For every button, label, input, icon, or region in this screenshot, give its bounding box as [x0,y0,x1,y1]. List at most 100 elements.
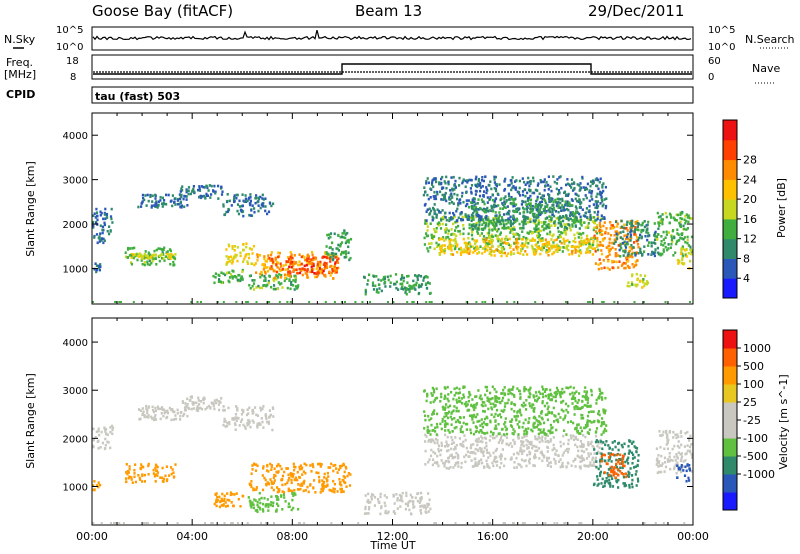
heatmap-cell [522,401,525,405]
heatmap-cell [170,408,173,412]
heatmap-cell [417,274,420,277]
heatmap-cell [522,207,525,211]
heatmap-cell [336,471,339,474]
heatmap-cell [236,406,239,410]
heatmap-cell [656,211,659,215]
heatmap-cell [631,274,634,278]
heatmap-cell [534,435,537,438]
heatmap-cell [680,237,683,240]
heatmap-cell [509,442,512,445]
heatmap-cell [565,222,569,226]
heatmap-cell [287,502,290,505]
heatmap-cell [136,254,139,258]
heatmap-cell [267,503,270,506]
heatmap-cell [289,301,292,303]
heatmap-cell [528,184,531,188]
heatmap-cell [307,490,310,494]
heatmap-cell [367,507,371,511]
heatmap-cell [597,216,600,219]
heatmap-cell [261,197,264,200]
heatmap-cell [538,203,541,206]
heatmap-cell [320,268,323,271]
heatmap-cell [367,492,370,496]
heatmap-cell [578,432,581,435]
heatmap-cell [588,251,591,254]
heatmap-cell [579,407,582,411]
heatmap-cell [162,257,165,260]
heatmap-cell [330,257,333,260]
heatmap-cell [262,268,265,271]
heatmap-cell [435,230,438,233]
heatmap-cell [334,262,337,266]
heatmap-cell [181,401,185,404]
heatmap-cell [92,220,95,224]
heatmap-cell [507,217,510,220]
heatmap-cell [170,472,173,476]
heatmap-cell [324,301,327,303]
heatmap-cell [266,498,269,501]
heatmap-cell [317,269,320,273]
heatmap-cell [538,415,541,418]
heatmap-cell [109,446,112,450]
heatmap-cell [258,491,261,495]
heatmap-cell [440,441,443,445]
heatmap-cell [686,216,689,219]
heatmap-cell [517,245,520,249]
heatmap-cell [582,186,585,189]
heatmap-cell [329,265,332,268]
heatmap-cell [510,418,514,421]
heatmap-cell [444,396,447,399]
heatmap-cell [656,238,659,241]
heatmap-cell [504,206,507,209]
heatmap-cell [485,441,488,445]
heatmap-cell [679,213,682,216]
heatmap-cell [564,216,567,220]
heatmap-cell [124,251,127,254]
heatmap-cell [582,243,585,246]
heatmap-cell [285,277,288,280]
heatmap-cell [498,220,502,224]
heatmap-cell [526,237,529,241]
heatmap-cell [239,279,242,283]
heatmap-cell [536,449,539,452]
nsky-label: N.Sky [4,33,36,46]
heatmap-cell [445,440,448,444]
heatmap-cell [493,254,496,257]
heatmap-cell [516,251,519,254]
heatmap-cell [537,428,540,431]
heatmap-cell [639,247,642,251]
heatmap-cell [256,414,260,417]
heatmap-cell [529,217,532,221]
heatmap-cell [606,255,609,258]
heatmap-cell [509,246,512,249]
heatmap-cell [156,471,159,474]
heatmap-cell [506,242,509,245]
heatmap-cell [477,179,480,183]
heatmap-cell [440,219,443,222]
heatmap-cell [524,459,527,462]
heatmap-cell [564,233,568,236]
heatmap-cell [565,207,569,211]
heatmap-cell [235,301,238,303]
heatmap-cell [574,225,577,228]
heatmap-cell [435,215,438,219]
heatmap-cell [444,445,447,448]
heatmap-cell [541,401,544,405]
heatmap-cell [664,211,667,215]
heatmap-cell [197,396,200,400]
heatmap-cell [579,218,582,222]
heatmap-cell [528,202,531,205]
heatmap-cell [247,419,250,422]
heatmap-cell [329,235,332,239]
heatmap-cell [429,291,432,295]
heatmap-cell [630,283,634,286]
heatmap-cell [407,288,410,291]
heatmap-cell [577,245,580,249]
heatmap-cell [450,238,453,242]
heatmap-cell [613,260,616,263]
heatmap-cell [579,467,582,470]
heatmap-cell [282,264,285,267]
heatmap-cell [503,464,506,468]
heatmap-cell [576,438,579,441]
heatmap-cell [156,465,159,469]
